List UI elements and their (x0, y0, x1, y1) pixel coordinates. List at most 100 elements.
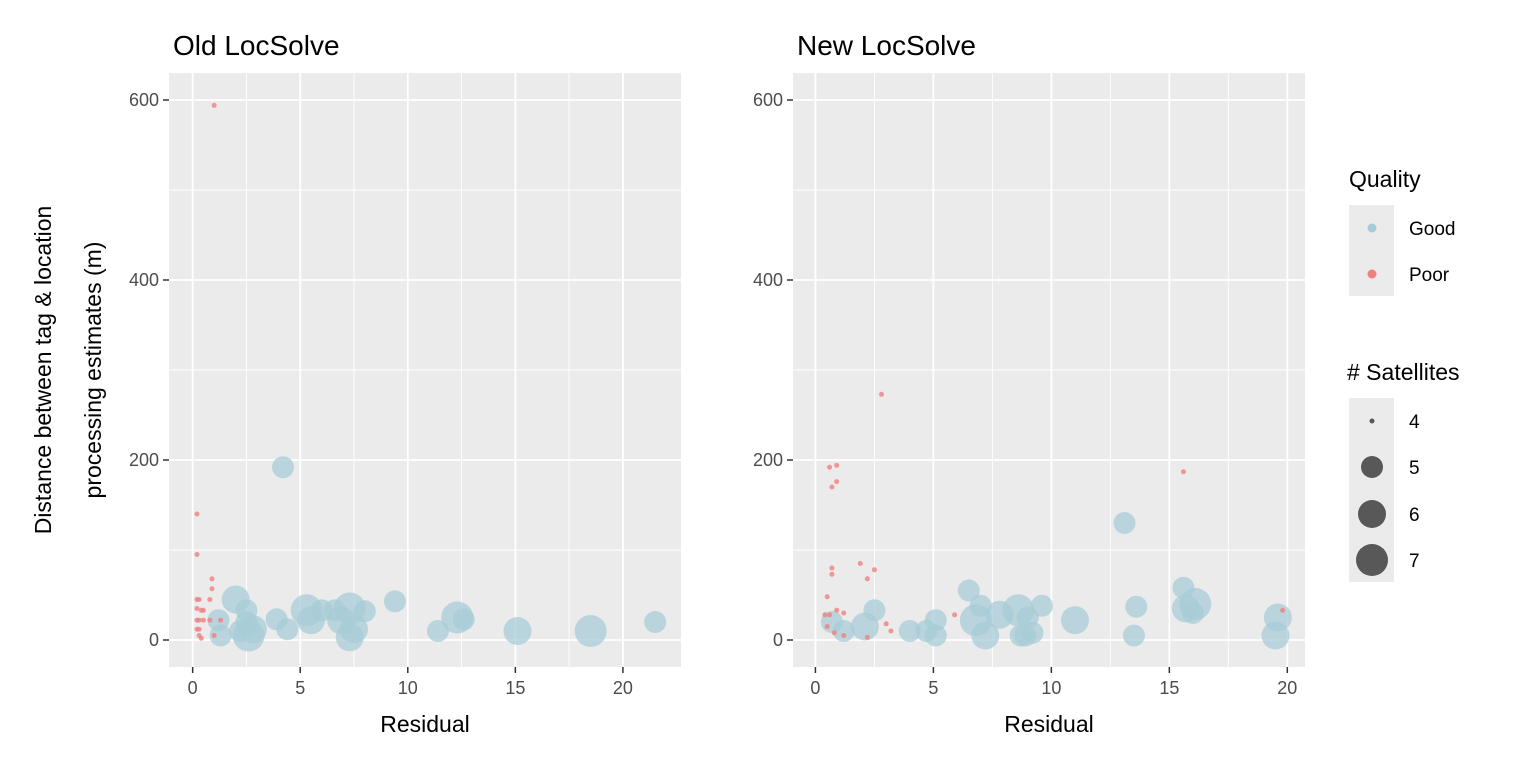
legend-title-quality: Quality (1349, 166, 1421, 192)
data-point-poor (194, 552, 200, 557)
data-point-good (1179, 588, 1212, 620)
legend-label-poor: Poor (1409, 265, 1450, 286)
data-point-poor (200, 607, 206, 613)
data-point-good (1113, 512, 1136, 534)
data-point-good (832, 620, 855, 642)
data-point-poor (1280, 607, 1286, 613)
data-point-poor (871, 567, 877, 573)
data-point-good (276, 618, 299, 641)
legend-title-satellites: # Satellites (1347, 359, 1460, 385)
data-point-good (924, 609, 947, 632)
data-point-poor (864, 576, 870, 582)
data-point-good (1060, 606, 1089, 635)
data-point-good (898, 620, 921, 642)
data-point-poor (834, 462, 840, 468)
points (194, 102, 667, 652)
x-axis-title: Residual (1004, 711, 1094, 737)
x-tick-label: 10 (1041, 678, 1061, 698)
legend-key-poor (1367, 269, 1377, 279)
y-tick-label: 0 (149, 630, 159, 650)
x-tick-label: 15 (1159, 678, 1179, 698)
data-point-poor (211, 633, 217, 638)
x-tick-label: 20 (1277, 678, 1297, 698)
data-point-good (1263, 603, 1292, 632)
legend-key-background (1349, 205, 1394, 296)
data-point-poor (841, 610, 847, 616)
x-tick-label: 0 (810, 678, 820, 698)
data-point-poor (209, 586, 215, 592)
legend-label-6: 6 (1409, 505, 1420, 526)
data-point-poor (207, 597, 213, 602)
gridlines (169, 73, 681, 667)
data-point-good (1030, 594, 1053, 617)
data-point-poor (198, 635, 204, 641)
data-point-poor (834, 479, 840, 485)
data-point-good (383, 590, 406, 613)
data-point-poor (194, 606, 200, 611)
data-point-good (644, 611, 667, 633)
y-tick-label: 400 (129, 270, 159, 290)
data-point-poor (194, 511, 200, 517)
x-tick-label: 5 (928, 678, 938, 698)
data-point-good (1125, 595, 1148, 618)
data-point-poor (831, 630, 837, 636)
data-point-poor (829, 565, 835, 571)
legend-key-size-7 (1356, 544, 1388, 576)
panel-title: Old LocSolve (173, 30, 340, 61)
x-tick-label: 10 (398, 678, 418, 698)
data-point-poor (196, 617, 202, 623)
data-point-poor (822, 612, 828, 618)
legend-satellites: # Satellites 4 5 6 7 (1347, 359, 1460, 582)
data-point-poor (824, 594, 830, 600)
data-point-poor (207, 617, 213, 623)
data-point-poor (829, 484, 835, 490)
data-point-poor (211, 102, 217, 108)
data-point-poor (841, 633, 847, 638)
data-point-good (957, 579, 980, 602)
legend-key-size-5 (1361, 456, 1383, 478)
data-point-good (272, 456, 295, 479)
data-point-poor (952, 612, 958, 618)
data-point-good (924, 624, 947, 647)
x-tick-label: 5 (295, 678, 305, 698)
data-point-poor (857, 561, 863, 566)
x-tick-label: 15 (505, 678, 525, 698)
legend-key-good (1367, 223, 1377, 233)
legend-label-4: 4 (1409, 412, 1420, 433)
data-point-poor (218, 617, 224, 623)
data-point-good (1021, 621, 1044, 644)
data-point-good (452, 608, 475, 631)
data-point-poor (827, 464, 833, 470)
x-tick-label: 0 (188, 678, 198, 698)
data-point-poor (209, 576, 215, 582)
data-point-good (340, 615, 369, 644)
y-tick-label: 600 (753, 90, 783, 110)
data-point-poor (864, 634, 870, 640)
data-point-poor (827, 612, 833, 618)
y-axis-title-line2: processing estimates (m) (80, 242, 106, 499)
data-point-good (863, 599, 886, 622)
y-tick-label: 0 (773, 630, 783, 650)
gridlines (793, 73, 1305, 667)
data-point-good (1122, 624, 1145, 647)
data-point-good (971, 621, 1000, 650)
data-point-good (238, 615, 267, 644)
legend-key-size-6 (1358, 500, 1386, 528)
y-tick-label: 200 (753, 450, 783, 470)
y-tick-label: 400 (753, 270, 783, 290)
data-point-poor (200, 617, 206, 623)
data-point-poor (834, 607, 840, 613)
y-axis-title-line1: Distance between tag & location (30, 206, 56, 535)
data-point-poor (1180, 469, 1186, 475)
data-point-good (503, 617, 532, 645)
legend-label-good: Good (1409, 219, 1455, 240)
y-axis-title: Distance between tag & location processi… (30, 206, 106, 535)
data-point-good (426, 620, 449, 642)
legend-label-5: 5 (1409, 458, 1420, 479)
panel-title: New LocSolve (797, 30, 976, 61)
